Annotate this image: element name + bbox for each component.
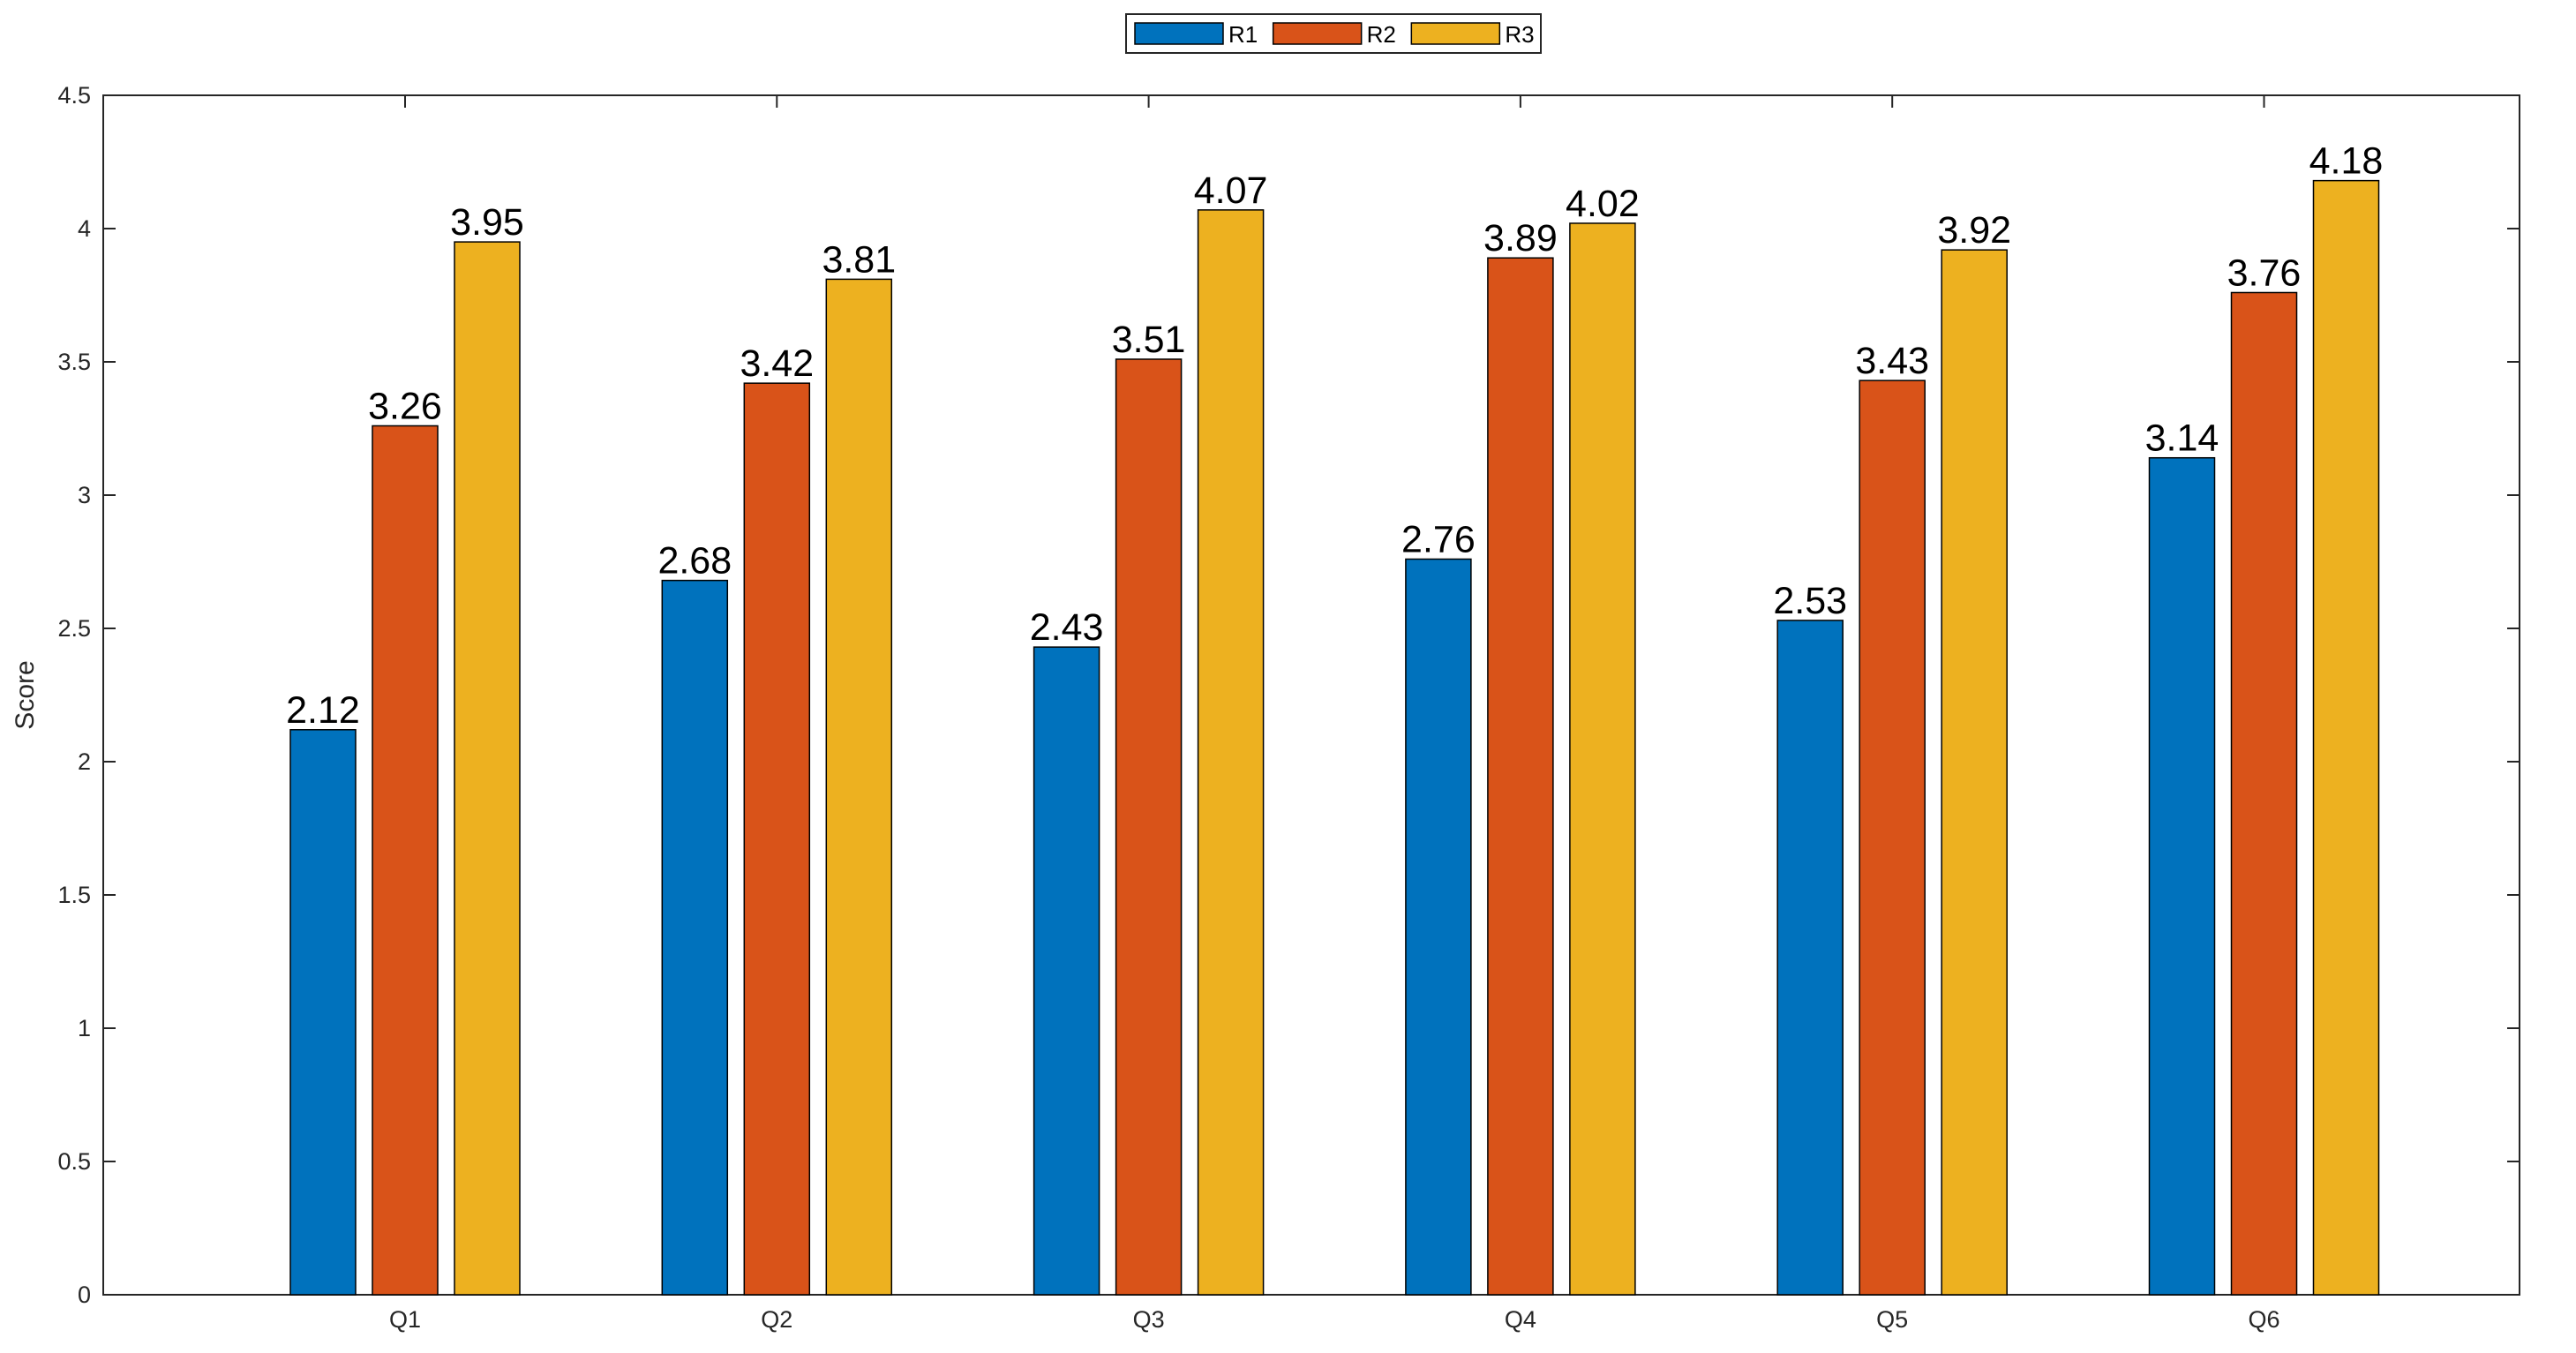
bar-value-label: 3.76 [2227, 252, 2302, 294]
y-tick-label: 4 [78, 215, 91, 242]
y-tick-label: 2 [78, 748, 91, 775]
bar-r1-q4 [1405, 558, 1472, 1296]
x-tick-label: Q1 [389, 1306, 421, 1333]
x-tick-label: Q5 [1876, 1306, 1908, 1333]
bar-r1-q5 [1776, 620, 1844, 1296]
bar-r1-q6 [2148, 456, 2216, 1296]
bars [289, 179, 2380, 1296]
bar-value-label: 3.92 [1937, 209, 2011, 252]
bar-r2-q1 [372, 425, 439, 1296]
y-tick-label: 2.5 [57, 615, 91, 642]
x-tick-label: Q3 [1133, 1306, 1165, 1333]
y-tick-label: 0 [78, 1282, 91, 1308]
legend-swatch-r1 [1134, 22, 1224, 45]
bar-r2-q3 [1115, 358, 1183, 1296]
legend-label-r1: R1 [1228, 21, 1258, 48]
bar-value-label: 3.51 [1112, 319, 1186, 361]
bar-r1-q1 [289, 729, 357, 1296]
y-axis-title: Score [11, 660, 40, 729]
legend-swatch-r2 [1272, 22, 1363, 45]
bar-value-label: 3.43 [1855, 340, 1929, 382]
bar-value-label: 4.07 [1194, 169, 1268, 212]
bar-r1-q3 [1033, 646, 1100, 1296]
bar-r3-q6 [2312, 179, 2380, 1296]
data-labels: 2.12 2.68 2.43 2.76 2.53 3.14 3.26 3.42 3.51 3.89… [286, 140, 2383, 732]
bar-r2-q5 [1859, 380, 1926, 1296]
bar-r1-q2 [661, 579, 729, 1296]
y-tick-label: 0.5 [57, 1148, 91, 1175]
plot-area-box [102, 94, 2520, 1296]
bar-value-label: 2.68 [657, 540, 732, 583]
bar-value-label: 3.42 [740, 342, 814, 385]
bar-value-label: 3.14 [2145, 417, 2219, 460]
bar-value-label: 4.02 [1566, 183, 1640, 225]
legend-label-r2: R2 [1367, 21, 1396, 48]
x-tick-label: Q2 [761, 1306, 792, 1333]
bar-r2-q4 [1487, 257, 1554, 1296]
bar-value-label: 2.12 [286, 689, 360, 732]
bar-value-label: 2.76 [1401, 518, 1476, 560]
bar-r3-q5 [1941, 249, 2008, 1296]
bar-value-label: 2.43 [1030, 606, 1104, 649]
x-tick-label: Q4 [1505, 1306, 1536, 1333]
y-tick-label: 4.5 [57, 82, 91, 109]
legend-label-r3: R3 [1505, 21, 1534, 48]
y-tick-label: 3 [78, 482, 91, 508]
bar-value-label: 3.95 [450, 201, 524, 244]
bar-r3-q1 [454, 241, 521, 1296]
bar-value-label: 3.89 [1483, 217, 1558, 259]
bar-value-label: 4.18 [2309, 140, 2384, 183]
bar-r2-q2 [743, 382, 811, 1296]
bar-r2-q6 [2230, 291, 2298, 1296]
legend: R1 R2 R3 [1125, 13, 1542, 54]
bar-r3-q4 [1569, 222, 1636, 1296]
legend-swatch-r3 [1410, 22, 1501, 45]
bar-value-label: 2.53 [1773, 580, 1847, 622]
y-tick-label: 3.5 [57, 349, 91, 375]
bar-value-label: 3.81 [822, 238, 896, 281]
bar-r3-q2 [825, 278, 893, 1296]
x-tick-label: Q6 [2248, 1306, 2279, 1333]
bar-value-label: 3.26 [368, 385, 442, 427]
y-tick-label: 1.5 [57, 882, 91, 908]
y-tick-label: 1 [78, 1015, 91, 1041]
bar-r3-q3 [1197, 209, 1265, 1296]
